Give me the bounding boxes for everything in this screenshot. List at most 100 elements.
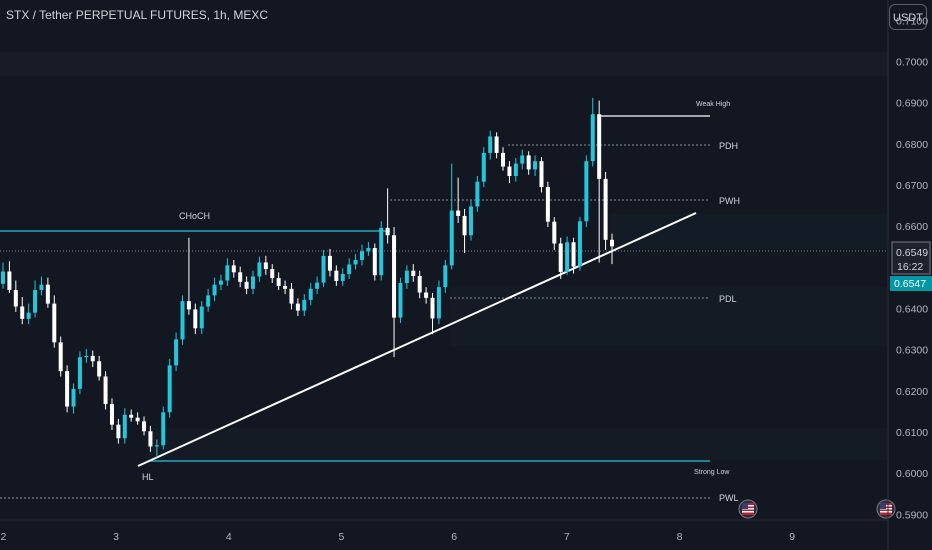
candle bbox=[385, 188, 390, 244]
candle-body bbox=[7, 271, 12, 291]
candle bbox=[462, 208, 467, 253]
candle bbox=[513, 157, 518, 182]
countdown-label: 16:22 bbox=[897, 261, 923, 273]
candle-body bbox=[58, 342, 63, 372]
demand-zone-low bbox=[148, 428, 888, 460]
pwh-label: PWH bbox=[719, 196, 740, 206]
candle bbox=[142, 416, 147, 436]
candle bbox=[545, 181, 550, 228]
candle-body bbox=[552, 221, 557, 244]
supply-zone bbox=[0, 52, 888, 76]
candle-body bbox=[366, 248, 371, 252]
us-flag-icon[interactable] bbox=[738, 499, 758, 519]
candle-body bbox=[417, 276, 422, 293]
price-tick-label: 0.7000 bbox=[896, 57, 928, 69]
candle-body bbox=[199, 306, 204, 329]
price-tick-label: 0.6700 bbox=[896, 180, 928, 192]
candle-body bbox=[33, 290, 38, 313]
choch-label: CHoCH bbox=[179, 211, 210, 221]
candle-body bbox=[244, 281, 249, 289]
candle-body bbox=[84, 355, 89, 358]
candle-body bbox=[584, 161, 589, 222]
candle-body bbox=[251, 276, 256, 289]
candle bbox=[539, 157, 544, 193]
time-tick-label: 5 bbox=[339, 531, 345, 543]
candle bbox=[494, 132, 499, 159]
candle bbox=[366, 241, 371, 256]
candle bbox=[206, 288, 211, 312]
candle bbox=[417, 270, 422, 299]
candle bbox=[251, 270, 256, 295]
candle-body bbox=[481, 152, 486, 182]
current-price-box bbox=[890, 276, 932, 291]
candle bbox=[231, 259, 236, 278]
candle bbox=[148, 425, 153, 452]
candle-body bbox=[71, 388, 76, 407]
candle-body bbox=[372, 248, 377, 276]
candle-body bbox=[404, 270, 409, 284]
candle bbox=[392, 227, 397, 358]
candle bbox=[526, 151, 531, 175]
candle bbox=[1, 262, 5, 289]
currency-button[interactable]: USDT bbox=[889, 4, 927, 30]
candle-body bbox=[116, 424, 121, 439]
candle bbox=[308, 283, 313, 306]
candle bbox=[283, 280, 288, 295]
candle bbox=[199, 301, 204, 335]
candle-body bbox=[398, 283, 403, 318]
candle bbox=[45, 277, 50, 308]
candle bbox=[590, 97, 595, 167]
candle bbox=[257, 256, 262, 282]
candle bbox=[398, 277, 403, 323]
candle bbox=[558, 237, 563, 279]
candle bbox=[186, 237, 191, 315]
candle bbox=[20, 297, 25, 325]
candle bbox=[109, 398, 114, 431]
candle bbox=[193, 303, 198, 335]
candle bbox=[180, 295, 185, 345]
candle bbox=[65, 365, 70, 413]
candle-body bbox=[430, 297, 435, 319]
candle-body bbox=[610, 239, 614, 247]
candle bbox=[39, 276, 44, 296]
time-axis[interactable]: 2 3 4 5 6 7 8 9 bbox=[0, 519, 888, 543]
candle-body bbox=[218, 280, 223, 285]
candle-body bbox=[283, 285, 288, 289]
time-tick-label: 7 bbox=[564, 531, 570, 543]
candle-body bbox=[443, 265, 448, 288]
candle-body bbox=[468, 206, 473, 236]
candle-body bbox=[180, 301, 185, 340]
candle-body bbox=[424, 292, 429, 298]
time-tick-label: 6 bbox=[451, 531, 457, 543]
candle bbox=[347, 258, 352, 279]
candle bbox=[571, 237, 576, 274]
candle-body bbox=[565, 242, 570, 272]
candle-body bbox=[449, 210, 454, 266]
candle bbox=[481, 147, 486, 188]
candle-body bbox=[539, 161, 544, 188]
price-axis[interactable]: 0.7100 0.7000 0.6900 0.6800 0.6700 0.6600 0.65… bbox=[887, 0, 932, 550]
candle bbox=[334, 265, 339, 286]
candle-body bbox=[26, 312, 31, 319]
pwl-label: PWL bbox=[719, 493, 739, 503]
candle bbox=[97, 355, 102, 381]
us-flag-icon-2[interactable] bbox=[876, 499, 896, 519]
candle-body bbox=[20, 306, 25, 319]
candle-body bbox=[475, 181, 480, 207]
candle bbox=[340, 268, 345, 286]
candle bbox=[276, 272, 281, 291]
candle-body bbox=[295, 303, 300, 311]
candle-body bbox=[135, 417, 140, 422]
candle-body bbox=[327, 255, 332, 271]
price-tick-label: 0.6400 bbox=[896, 304, 928, 316]
price-tick-label: 0.6800 bbox=[896, 139, 928, 151]
price-tick-label: 0.6600 bbox=[896, 221, 928, 233]
candle bbox=[225, 258, 230, 286]
candle bbox=[174, 332, 179, 372]
event-flag-icons[interactable] bbox=[738, 499, 896, 519]
candle-body bbox=[340, 273, 345, 281]
last-price-label: 0.6549 bbox=[896, 247, 928, 259]
candle bbox=[475, 175, 480, 212]
candle-body bbox=[231, 265, 236, 273]
